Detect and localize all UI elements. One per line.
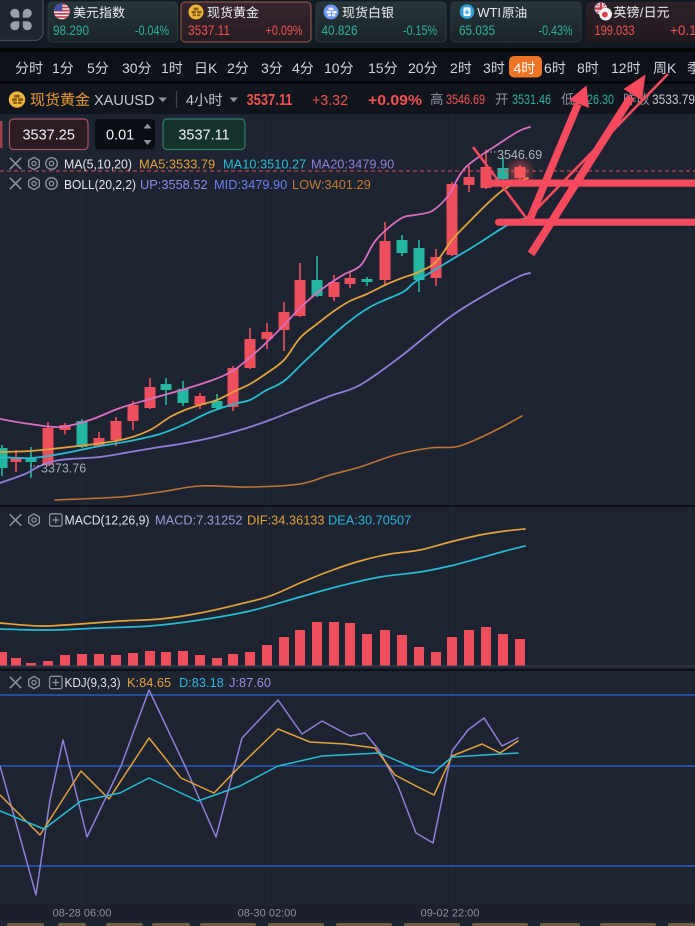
svg-text:MACD(12,26,9): MACD(12,26,9) (65, 513, 150, 528)
svg-text:-0.43%: -0.43% (539, 23, 573, 38)
svg-text:199.033: 199.033 (595, 23, 635, 38)
svg-text:08-30 02:00: 08-30 02:00 (238, 908, 297, 920)
svg-text:40.826: 40.826 (322, 23, 358, 38)
svg-text:20: 20 (408, 60, 424, 76)
svg-text:3537.11: 3537.11 (188, 23, 230, 38)
svg-text:3533.79: 3533.79 (652, 92, 695, 107)
svg-text:4: 4 (186, 93, 194, 109)
svg-text:08-28 06:00: 08-28 06:00 (53, 908, 112, 920)
svg-text:1: 1 (161, 60, 169, 76)
svg-text:KDJ(9,3,3): KDJ(9,3,3) (65, 675, 121, 690)
svg-text:3531.46: 3531.46 (512, 92, 551, 107)
svg-text:3: 3 (483, 60, 491, 76)
svg-text:65.035: 65.035 (459, 23, 495, 38)
svg-text:3546.69: 3546.69 (497, 148, 542, 162)
svg-text:BOLL(20,2,2): BOLL(20,2,2) (64, 177, 136, 192)
svg-text:XAUUSD: XAUUSD (94, 93, 154, 109)
svg-text:3537.25: 3537.25 (22, 128, 74, 144)
svg-text:5: 5 (87, 60, 95, 76)
svg-text:8: 8 (577, 60, 585, 76)
svg-text:3537.11: 3537.11 (247, 92, 293, 109)
svg-text:10: 10 (324, 60, 340, 76)
svg-text:+0.09%: +0.09% (266, 23, 303, 38)
svg-text:3546.69: 3546.69 (446, 92, 485, 107)
svg-text:+3.32: +3.32 (312, 92, 348, 109)
svg-text:J:87.60: J:87.60 (229, 675, 271, 690)
svg-text:DIF:34.36133: DIF:34.36133 (247, 513, 325, 528)
svg-text:MA(5,10,20): MA(5,10,20) (64, 157, 132, 172)
svg-text:-0.15%: -0.15% (403, 23, 437, 38)
svg-text:LOW:3401.29: LOW:3401.29 (292, 177, 371, 192)
svg-text:K: K (208, 60, 218, 76)
svg-text:WTI: WTI (477, 5, 501, 20)
svg-text:4: 4 (514, 60, 522, 76)
svg-text:-0.04%: -0.04% (135, 23, 169, 38)
svg-text:30: 30 (122, 60, 138, 76)
svg-text:+0.09%: +0.09% (368, 92, 422, 109)
svg-text:MID:3479.90: MID:3479.90 (214, 177, 287, 192)
svg-text:/: / (640, 5, 644, 20)
svg-text:UP:3558.52: UP:3558.52 (140, 177, 208, 192)
svg-text:2: 2 (450, 60, 458, 76)
svg-text:MA5:3533.79: MA5:3533.79 (139, 157, 215, 172)
svg-text:DEA:30.70507: DEA:30.70507 (328, 513, 411, 528)
svg-text:98.290: 98.290 (53, 23, 89, 38)
svg-text:MA10:3510.27: MA10:3510.27 (223, 157, 306, 172)
svg-text:4: 4 (292, 60, 300, 76)
svg-text:2: 2 (227, 60, 235, 76)
svg-text:0.01: 0.01 (106, 128, 134, 144)
svg-text:1: 1 (52, 60, 60, 76)
svg-text:3537.11: 3537.11 (178, 128, 229, 144)
svg-text:+0.18: +0.18 (670, 23, 695, 38)
svg-text:MA20:3479.90: MA20:3479.90 (311, 157, 394, 172)
svg-text:D:83.18: D:83.18 (179, 675, 224, 690)
svg-text:15: 15 (368, 60, 384, 76)
svg-text:6: 6 (544, 60, 552, 76)
svg-text:3: 3 (261, 60, 269, 76)
svg-text:12: 12 (611, 60, 627, 76)
svg-text:K:84.65: K:84.65 (127, 675, 171, 690)
svg-text:MACD:7.31252: MACD:7.31252 (155, 513, 243, 528)
svg-text:3373.76: 3373.76 (41, 462, 86, 476)
svg-text:09-02 22:00: 09-02 22:00 (421, 908, 480, 920)
svg-text:K: K (667, 60, 677, 76)
